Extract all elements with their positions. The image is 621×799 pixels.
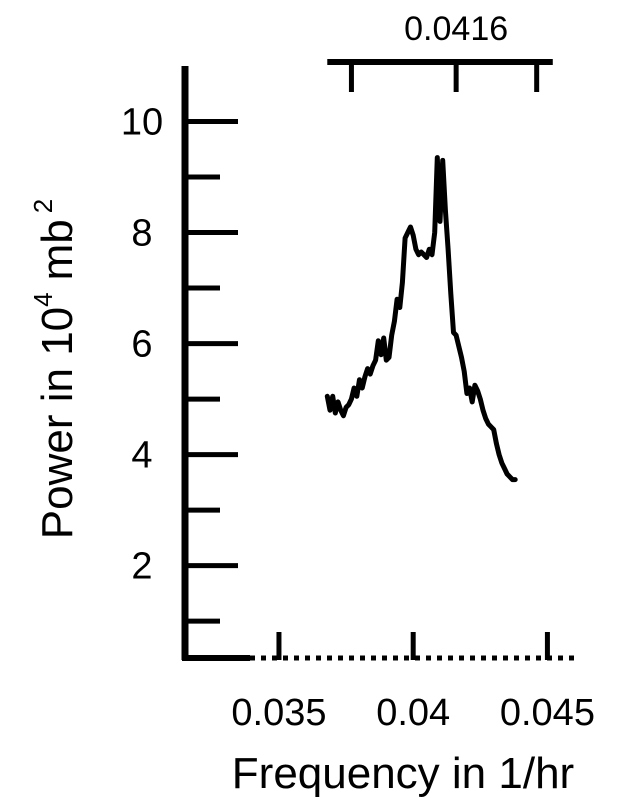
y-ticks: 2 4 6 8 10 — [121, 102, 238, 624]
x-tick-label: 0.04 — [376, 692, 450, 734]
y-axis-title-prefix: Power in 10 — [33, 307, 82, 539]
y-tick-label: 8 — [131, 213, 152, 255]
x-tick-label: 0.045 — [500, 692, 595, 734]
spectrum-line — [324, 155, 518, 483]
x-axis: 0.035 0.04 0.045 — [182, 632, 595, 734]
frequency-marker-ticks — [348, 62, 540, 92]
x-ticks: 0.035 0.04 0.045 — [231, 632, 595, 734]
y-axis-title-unit: mb — [33, 219, 82, 280]
y-axis-title-exponent-2: 2 — [28, 199, 58, 213]
x-tick-label: 0.035 — [231, 692, 326, 734]
y-tick-label: 10 — [121, 102, 163, 144]
frequency-marker: 0.0416 — [327, 10, 553, 92]
y-tick-label: 6 — [131, 324, 152, 366]
y-axis-title-exponent-1: 4 — [28, 292, 58, 306]
y-axis-title: Power in 104 mb 2 — [28, 199, 82, 539]
frequency-marker-label: 0.0416 — [404, 10, 508, 48]
x-axis-title: Frequency in 1/hr — [232, 749, 574, 798]
series-group — [324, 155, 518, 483]
y-tick-label: 2 — [131, 546, 152, 588]
y-tick-label: 4 — [131, 435, 152, 477]
y-axis: 2 4 6 8 10 — [121, 66, 238, 660]
